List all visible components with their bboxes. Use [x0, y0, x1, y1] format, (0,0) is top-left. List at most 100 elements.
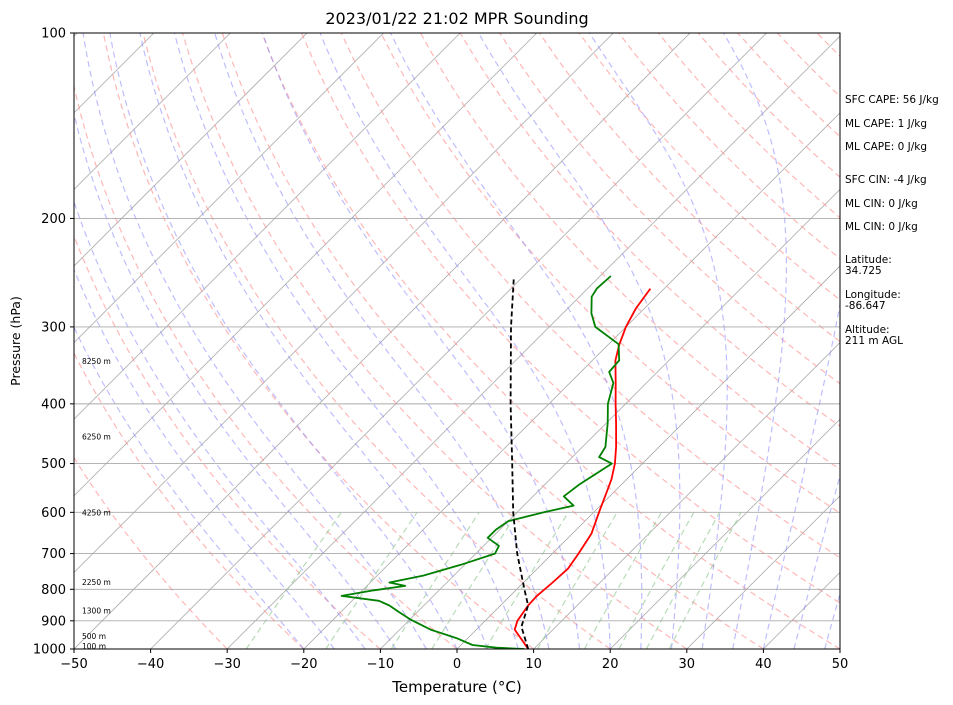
- x-axis-label: Temperature (°C): [391, 678, 521, 696]
- moist-adiabat-line: [793, 473, 840, 649]
- longitude-label: Longitude:: [845, 289, 901, 301]
- x-tick-label: −30: [213, 657, 240, 672]
- isotherm-line: [74, 33, 384, 344]
- moist-adiabat-line: [588, 33, 728, 649]
- y-tick-label: 1000: [33, 643, 66, 658]
- isotherm-line: [686, 495, 840, 649]
- x-tick-label: −40: [137, 657, 164, 672]
- altitude-value: 211 m AGL: [845, 335, 903, 347]
- moist-adiabat-line: [173, 33, 519, 649]
- y-tick-label: 900: [41, 614, 66, 629]
- dry-adiabat-line: [261, 33, 840, 649]
- latitude-value: 34.725: [845, 265, 882, 277]
- y-axis: 1000 900 800 700 600 500 400 300 200 100: [33, 27, 74, 658]
- x-axis: −50 −40 −30 −20 −10 0 10 20 30 40 50: [60, 649, 848, 672]
- y-tick-label: 200: [41, 212, 66, 227]
- mixing-ratio-line: [536, 511, 618, 649]
- y-axis-label: Pressure (hPa): [8, 296, 23, 386]
- moist-adiabat-line: [109, 33, 458, 649]
- mixing-ratio-line: [390, 511, 480, 649]
- moist-adiabat-line: [390, 33, 643, 649]
- dry-adiabat-line: [578, 33, 840, 301]
- isotherm-line: [74, 33, 538, 497]
- height-label: 100 m: [82, 642, 106, 651]
- moist-adiabat-line: [74, 268, 335, 649]
- height-label: 6250 m: [82, 433, 111, 442]
- x-tick-label: −10: [367, 657, 394, 672]
- mixing-ratio-line: [431, 511, 519, 649]
- x-tick-label: 40: [755, 657, 772, 672]
- mixing-ratio-line: [668, 512, 742, 649]
- moist-adiabat-line: [214, 33, 550, 649]
- isotherm-line: [74, 33, 231, 190]
- isotherm-line: [380, 188, 840, 649]
- dry-adiabat-line: [301, 33, 840, 604]
- altitude-label: Altitude:: [845, 324, 890, 336]
- x-tick-label: 0: [453, 657, 461, 672]
- isotherm-line: [74, 33, 691, 649]
- mixing-ratio-line: [245, 511, 342, 649]
- chart-title: 2023/01/22 21:02 MPR Sounding: [325, 9, 588, 28]
- isotherm-line: [74, 33, 155, 114]
- mixing-ratio-line: [325, 511, 418, 649]
- moist-adiabat-line: [723, 33, 788, 649]
- dewpoint-line: [340, 275, 621, 649]
- y-tick-label: 400: [41, 397, 66, 412]
- dry-adiabat-line: [102, 33, 534, 649]
- height-label: 500 m: [82, 632, 106, 641]
- height-label: 8250 m: [82, 357, 111, 366]
- height-label: 2250 m: [82, 578, 111, 587]
- isotherm-line: [74, 33, 461, 420]
- isotherm-line: [150, 33, 767, 649]
- y-tick-label: 300: [41, 320, 66, 335]
- moist-adiabat-line: [762, 301, 840, 649]
- isotherm-line: [533, 342, 840, 649]
- latitude-label: Latitude:: [845, 254, 892, 266]
- height-label: 4250 m: [82, 508, 111, 517]
- isotherm-line: [226, 35, 840, 649]
- dry-adiabat-line: [142, 33, 611, 649]
- isotherm-line: [0, 33, 1, 649]
- isotherm-line: [74, 33, 308, 267]
- moist-adiabat-line: [319, 33, 611, 649]
- dry-adiabat-line: [182, 33, 688, 649]
- height-label: 1300 m: [82, 607, 111, 616]
- y-tick-label: 700: [41, 547, 66, 562]
- x-tick-label: −20: [290, 657, 317, 672]
- moist-adiabat-line: [74, 199, 366, 649]
- x-tick-label: 50: [832, 657, 849, 672]
- sounding-profiles: [340, 275, 652, 649]
- moist-adiabat-line: [478, 33, 681, 649]
- sfc-cape: SFC CAPE: 56 J/kg: [845, 94, 939, 106]
- temperature-line: [513, 288, 652, 649]
- mixing-ratio-line: [583, 512, 662, 649]
- moist-adiabat-line: [139, 33, 489, 649]
- dry-adiabat-line: [74, 456, 228, 649]
- dry-adiabat-line: [74, 352, 305, 649]
- moist-adiabat-line: [261, 33, 581, 649]
- dry-adiabat-line: [74, 83, 458, 649]
- x-tick-label: 30: [679, 657, 696, 672]
- longitude-value: -86.647: [845, 300, 886, 312]
- y-tick-label: 800: [41, 583, 66, 598]
- moist-adiabat-line: [824, 591, 840, 649]
- x-tick-label: 20: [602, 657, 619, 672]
- isobar-gridlines: [74, 217, 840, 622]
- mixing-ratio-line: [484, 511, 569, 649]
- background-lines: [0, 33, 840, 649]
- plot-frame: [73, 32, 841, 650]
- mixing-ratio-line: [645, 512, 721, 649]
- dry-adiabat-line: [539, 33, 840, 343]
- dry-adiabat-line: [221, 33, 764, 649]
- ml-cape-2: ML CAPE: 0 J/kg: [845, 141, 928, 153]
- ml-cin-1: ML CIN: 0 J/kg: [845, 198, 918, 210]
- moist-adiabat-line: [74, 111, 397, 649]
- ml-cin-2: ML CIN: 0 J/kg: [845, 221, 918, 233]
- sfc-cin: SFC CIN: -4 J/kg: [845, 174, 927, 186]
- isotherm-line: [303, 112, 840, 649]
- x-tick-label: −50: [60, 657, 87, 672]
- y-tick-label: 100: [41, 27, 66, 42]
- y-tick-label: 500: [41, 457, 66, 472]
- ml-cape-1: ML CAPE: 1 J/kg: [845, 118, 928, 130]
